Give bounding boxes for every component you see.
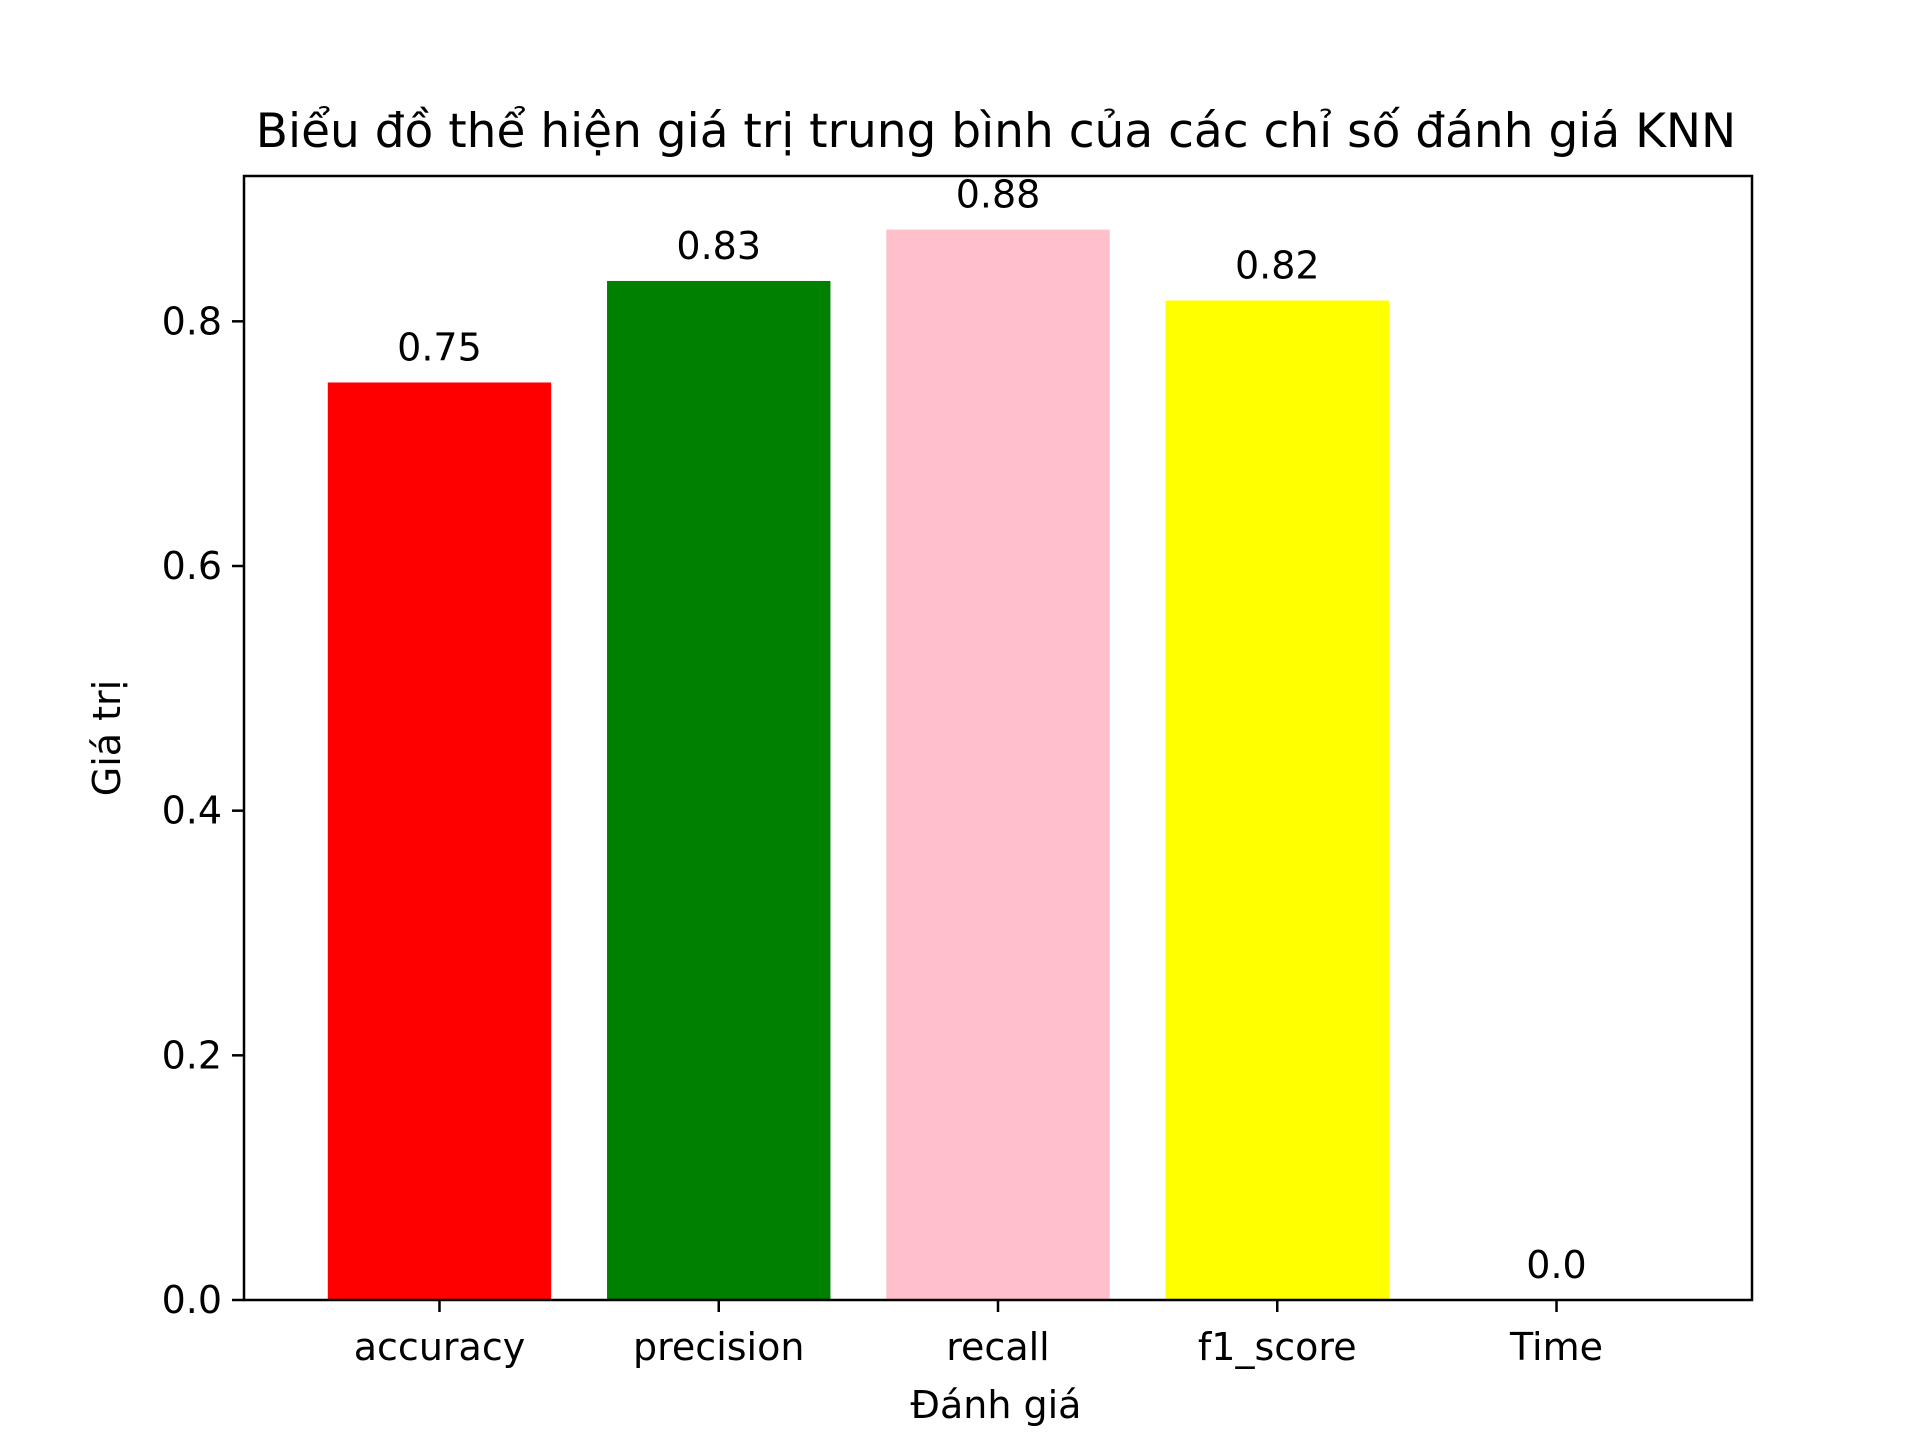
bar-f1-score (1165, 300, 1389, 1300)
bar-precision (607, 280, 831, 1300)
y-tick-label: 0.8 (162, 299, 222, 343)
y-tick-label: 0.0 (162, 1278, 222, 1322)
y-tick-label: 0.2 (162, 1033, 222, 1077)
y-axis: 0.0 0.2 0.4 0.6 0.8 (162, 299, 244, 1322)
x-tick-label: f1_score (1198, 1325, 1357, 1369)
y-axis-label: Giá trị (85, 680, 129, 796)
plot-area: 0.75 0.83 0.88 0.82 0.0 (327, 173, 1587, 1301)
x-axis: accuracy precision recall f1_score Time (354, 1300, 1603, 1369)
x-tick-label: accuracy (354, 1325, 525, 1369)
bar-accuracy (327, 382, 552, 1300)
bar-value-label: 0.75 (397, 325, 482, 369)
x-tick-label: Time (1509, 1325, 1603, 1369)
bar-value-label: 0.82 (1235, 244, 1320, 288)
bar-value-label: 0.0 (1526, 1243, 1586, 1287)
y-tick-label: 0.4 (162, 789, 222, 833)
chart-title: Biểu đồ thể hiện giá trị trung bình của … (256, 104, 1736, 159)
bar-recall (886, 229, 1110, 1301)
x-axis-label: Đánh giá (911, 1383, 1082, 1427)
bar-value-label: 0.88 (956, 173, 1041, 217)
bar-value-label: 0.83 (676, 224, 761, 268)
y-tick-label: 0.6 (162, 544, 222, 588)
x-tick-label: precision (633, 1325, 804, 1369)
x-tick-label: recall (946, 1325, 1049, 1369)
